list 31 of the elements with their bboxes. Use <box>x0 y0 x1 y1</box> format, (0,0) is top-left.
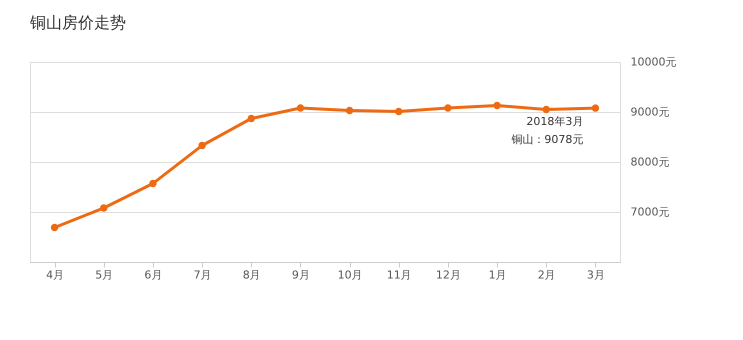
point <box>346 106 354 114</box>
x-tick-label: 7月 <box>194 268 212 282</box>
annotation: 铜山：9078元 <box>510 133 584 146</box>
annotation: 2018年3月 <box>526 115 584 128</box>
x-tick-label: 5月 <box>95 268 114 282</box>
x-tick-label: 8月 <box>242 268 261 282</box>
point <box>248 114 255 122</box>
chart-title: 铜山房价走势 <box>29 13 126 32</box>
y-tick-label: 10000元 <box>630 56 676 68</box>
point <box>395 108 402 116</box>
point <box>100 204 108 212</box>
x-tick-label: 1月 <box>488 268 507 282</box>
point <box>493 102 501 110</box>
x-tick-label: 3月 <box>586 268 605 282</box>
x-tick-label: 11月 <box>386 268 412 282</box>
x-tick-label: 2月 <box>538 268 556 282</box>
y-tick-label: 8000元 <box>630 156 670 168</box>
x-tick-label: 10月 <box>338 268 363 282</box>
x-tick-label: 6月 <box>144 268 162 282</box>
x-tick-label: 9月 <box>292 268 310 282</box>
y-tick-label: 7000元 <box>630 206 670 218</box>
x-tick-label: 12月 <box>436 268 461 282</box>
point <box>444 104 452 112</box>
x-tick-label: 4月 <box>46 268 64 282</box>
point <box>198 142 206 150</box>
point <box>149 180 157 188</box>
point <box>592 104 600 112</box>
y-tick-label: 9000元 <box>630 106 670 118</box>
point <box>296 104 304 112</box>
point <box>50 224 58 232</box>
point <box>542 106 550 114</box>
